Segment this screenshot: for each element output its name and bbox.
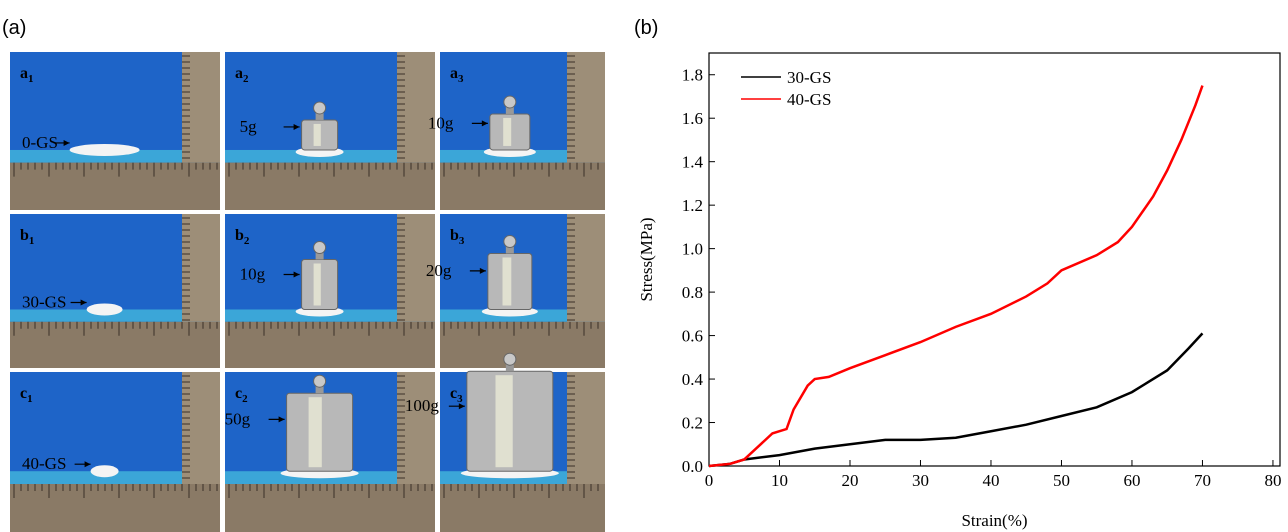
sample — [87, 303, 123, 315]
x-axis-label: Strain(%) — [961, 511, 1027, 530]
weight-highlight — [314, 263, 321, 305]
ruler-bottom — [440, 484, 605, 532]
photo-label-letter: b — [20, 227, 29, 244]
legend-label: 40-GS — [787, 90, 831, 109]
photo-annotation: 10g — [240, 264, 266, 283]
photo-label-sub: 1 — [29, 235, 35, 247]
y-tick-label: 0.8 — [682, 283, 703, 302]
weight-highlight — [503, 118, 511, 146]
photo-label-letter: c — [235, 385, 242, 402]
y-tick-label: 0.2 — [682, 414, 703, 433]
photo-annotation: 40-GS — [22, 454, 66, 473]
weight-highlight — [314, 124, 321, 146]
photo-label-letter: b — [235, 227, 244, 244]
ruler-side — [397, 372, 435, 484]
legend-label: 30-GS — [787, 68, 831, 87]
x-tick-label: 30 — [912, 471, 929, 490]
y-tick-label: 1.8 — [682, 66, 703, 85]
sample — [91, 465, 119, 477]
weight-knob — [504, 235, 516, 247]
weight-knob — [314, 375, 326, 387]
panel-label: (a) — [2, 17, 26, 39]
weight-highlight — [503, 257, 512, 305]
y-tick-label: 0.0 — [682, 457, 703, 476]
x-tick-label: 70 — [1194, 471, 1211, 490]
weight-knob — [314, 241, 326, 253]
photo-label-sub: 3 — [458, 73, 464, 85]
panel-label: (b) — [634, 17, 658, 39]
y-tick-label: 0.6 — [682, 327, 703, 346]
y-tick-label: 1.6 — [682, 109, 703, 128]
photo-annotation: 50g — [225, 409, 251, 428]
photo-label-sub: 3 — [459, 235, 465, 247]
x-tick-label: 60 — [1123, 471, 1140, 490]
ruler-bottom — [440, 163, 605, 210]
photo-label-letter: c — [20, 385, 27, 402]
weight-knob — [314, 102, 326, 114]
photo-label-letter: a — [20, 65, 28, 82]
sample — [70, 144, 140, 156]
x-tick-label: 20 — [841, 471, 858, 490]
photo-annotation: 5g — [240, 117, 258, 136]
line-series — [709, 333, 1202, 466]
photo-annotation: 20g — [426, 261, 452, 280]
x-tick-label: 0 — [705, 471, 714, 490]
photo-label-sub: 3 — [457, 393, 463, 405]
ruler-side — [182, 372, 220, 484]
photo-label-letter: c — [450, 385, 457, 402]
x-tick-label: 40 — [982, 471, 999, 490]
photo-label-sub: 1 — [28, 73, 34, 85]
y-tick-label: 0.4 — [682, 370, 704, 389]
photo-label-sub: 1 — [27, 393, 33, 405]
photo-label-sub: 2 — [242, 393, 248, 405]
photo-label-letter: a — [450, 65, 458, 82]
weight-knob — [504, 353, 516, 365]
y-tick-label: 1.0 — [682, 240, 703, 259]
line-series — [709, 86, 1202, 466]
photo-annotation: 30-GS — [22, 292, 66, 311]
photo-annotation: 100g — [405, 396, 440, 415]
y-tick-label: 1.2 — [682, 196, 703, 215]
photo-label-letter: b — [450, 227, 459, 244]
figure: (a) (b) a10-GSa25ga310gb130-GSb210gb320g… — [0, 0, 1288, 532]
photo-annotation: 10g — [428, 113, 454, 132]
photo-label-letter: a — [235, 65, 243, 82]
x-tick-label: 80 — [1264, 471, 1281, 490]
weight-highlight — [309, 397, 322, 467]
page: (a) (b) a10-GSa25ga310gb130-GSb210gb320g… — [0, 0, 1288, 532]
weight-highlight — [496, 375, 513, 467]
plot-frame — [709, 53, 1280, 466]
x-tick-label: 50 — [1053, 471, 1070, 490]
ruler-side — [567, 372, 605, 484]
photo-label-sub: 2 — [244, 235, 250, 247]
y-tick-label: 1.4 — [682, 153, 704, 172]
photo-label-sub: 2 — [243, 73, 249, 85]
y-axis-label: Stress(MPa) — [637, 217, 656, 301]
photo-annotation: 0-GS — [22, 133, 58, 152]
weight-knob — [504, 96, 516, 108]
x-tick-label: 10 — [771, 471, 788, 490]
